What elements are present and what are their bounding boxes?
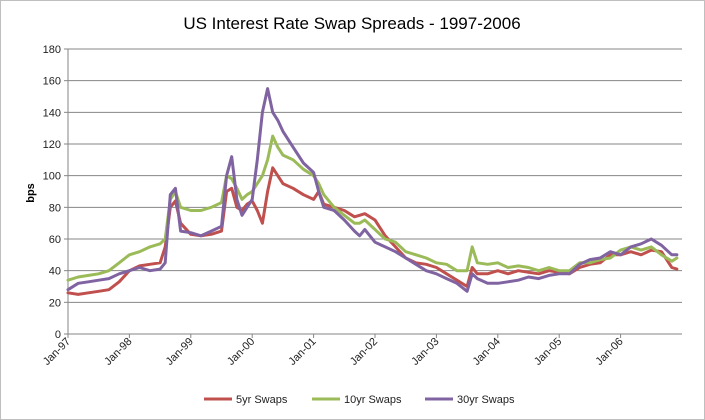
- x-tick-label: Jan-05: [532, 336, 564, 368]
- y-axis: 0 20 40 60 80 100 120 140 160 180: [43, 44, 69, 341]
- legend-label: 5yr Swaps: [236, 394, 288, 406]
- y-tick-label: 60: [49, 234, 61, 246]
- y-tick-label: 0: [55, 329, 61, 341]
- x-tick-label: Jan-01: [286, 336, 318, 368]
- y-axis-label: bps: [25, 183, 37, 203]
- legend-label: 10yr Swaps: [344, 394, 402, 406]
- y-tick-label: 120: [43, 139, 61, 151]
- legend: 5yr Swaps 10yr Swaps 30yr Swaps: [204, 394, 515, 406]
- legend-item: 30yr Swaps: [425, 394, 515, 406]
- y-tick-label: 100: [43, 171, 61, 183]
- x-tick-label: Jan-06: [593, 336, 625, 368]
- legend-item: 10yr Swaps: [312, 394, 402, 406]
- series-line-2: [66, 87, 679, 293]
- y-tick-label: 160: [43, 76, 61, 88]
- x-tick-label: Jan-03: [409, 336, 441, 368]
- x-tick-label: Jan-98: [102, 336, 134, 368]
- y-tick-label: 140: [43, 107, 61, 119]
- series-line-0: [66, 166, 679, 296]
- x-tick-label: Jan-02: [348, 336, 380, 368]
- series-line-1: [66, 134, 679, 282]
- series-lines: [66, 87, 679, 296]
- x-axis: Jan-97 Jan-98 Jan-99 Jan-00 Jan-01 Jan-02 Jan-…: [41, 333, 682, 368]
- y-tick-label: 180: [43, 44, 61, 56]
- legend-label: 30yr Swaps: [457, 394, 515, 406]
- x-tick-label: Jan-00: [225, 336, 257, 368]
- x-tick-label: Jan-04: [471, 336, 503, 368]
- x-tick-label: Jan-99: [164, 336, 196, 368]
- y-tick-label: 20: [49, 297, 61, 309]
- legend-item: 5yr Swaps: [204, 394, 288, 406]
- y-tick-label: 40: [49, 266, 61, 278]
- chart-title: US Interest Rate Swap Spreads - 1997-200…: [183, 14, 520, 33]
- y-tick-label: 80: [49, 202, 61, 214]
